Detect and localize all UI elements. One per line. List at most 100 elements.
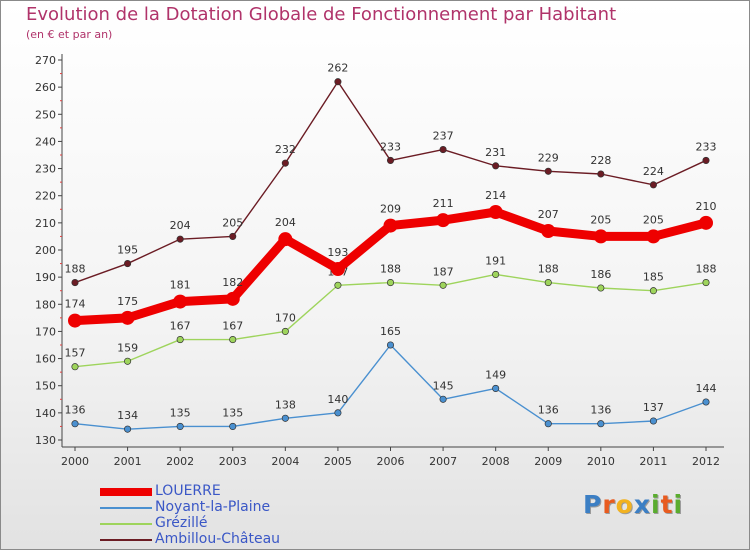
data-point-ambillou-chateau xyxy=(281,159,289,167)
data-point-ambillou-chateau xyxy=(71,279,79,287)
y-tick-label: 160 xyxy=(35,353,56,366)
x-tick-label: 2005 xyxy=(324,455,352,468)
data-label-louerre: 207 xyxy=(538,208,559,221)
data-point-grezille xyxy=(544,279,552,287)
data-label-ambillou-chateau: 232 xyxy=(275,143,296,156)
data-label-ambillou-chateau: 188 xyxy=(65,263,86,276)
data-point-louerre xyxy=(225,291,240,306)
data-label-ambillou-chateau: 233 xyxy=(696,140,717,153)
x-tick-label: 2008 xyxy=(482,455,510,468)
data-label-louerre: 205 xyxy=(643,213,664,226)
data-label-ambillou-chateau: 205 xyxy=(222,216,243,229)
data-point-ambillou-chateau xyxy=(439,146,447,154)
data-point-grezille xyxy=(386,279,395,287)
data-label-noyant-la-plaine: 136 xyxy=(65,404,86,417)
logo-letter: o xyxy=(615,490,634,519)
data-point-grezille xyxy=(649,287,657,295)
data-point-grezille xyxy=(702,279,710,287)
data-label-louerre: 214 xyxy=(485,189,506,202)
data-label-louerre: 211 xyxy=(433,197,454,210)
data-label-ambillou-chateau: 237 xyxy=(433,130,454,143)
legend-label-grezille: Grézillé xyxy=(155,515,208,531)
data-label-grezille: 157 xyxy=(65,347,86,360)
data-label-ambillou-chateau: 195 xyxy=(117,244,138,257)
y-tick-label: 180 xyxy=(35,298,56,311)
data-label-louerre: 209 xyxy=(380,203,401,216)
y-tick-label: 240 xyxy=(35,135,56,148)
data-label-noyant-la-plaine: 138 xyxy=(275,398,296,411)
data-point-noyant-la-plaine xyxy=(334,409,342,417)
data-point-noyant-la-plaine xyxy=(124,425,132,433)
y-tick-label: 140 xyxy=(35,407,56,420)
data-point-louerre xyxy=(383,218,398,233)
data-point-noyant-la-plaine xyxy=(71,420,79,428)
data-point-noyant-la-plaine xyxy=(176,422,184,430)
x-tick-label: 2000 xyxy=(61,455,89,468)
data-label-ambillou-chateau: 229 xyxy=(538,151,559,164)
data-label-ambillou-chateau: 231 xyxy=(485,146,506,159)
legend-label-ambillou-chateau: Ambillou-Château xyxy=(155,531,281,547)
data-point-noyant-la-plaine xyxy=(544,420,552,428)
y-tick-label: 200 xyxy=(35,244,56,257)
proxiti-logo: Proxiti xyxy=(583,490,683,519)
data-point-noyant-la-plaine xyxy=(597,420,605,428)
data-label-grezille: 159 xyxy=(117,341,138,354)
data-label-noyant-la-plaine: 165 xyxy=(380,325,401,338)
data-label-louerre: 174 xyxy=(65,298,86,311)
data-point-grezille xyxy=(281,327,289,335)
data-point-louerre xyxy=(488,205,503,219)
data-label-ambillou-chateau: 224 xyxy=(643,165,664,178)
legend-label-noyant-la-plaine: Noyant-la-Plaine xyxy=(155,499,271,515)
data-label-grezille: 170 xyxy=(275,311,296,324)
data-label-grezille: 191 xyxy=(485,254,506,267)
x-tick-label: 2011 xyxy=(639,455,667,468)
data-point-louerre xyxy=(330,262,345,276)
logo-letter: r xyxy=(602,490,616,519)
y-tick-label: 270 xyxy=(35,54,56,67)
data-point-noyant-la-plaine xyxy=(702,398,710,406)
y-tick-label: 260 xyxy=(35,81,56,94)
data-point-louerre xyxy=(699,215,713,230)
data-point-grezille xyxy=(492,270,500,278)
data-point-grezille xyxy=(597,284,605,292)
data-point-louerre xyxy=(593,229,608,244)
x-tick-label: 2010 xyxy=(587,455,615,468)
logo-letter: t xyxy=(660,490,674,519)
data-point-ambillou-chateau xyxy=(386,156,395,164)
data-label-noyant-la-plaine: 140 xyxy=(327,393,348,406)
data-label-louerre: 210 xyxy=(696,200,717,213)
x-tick-label: 2012 xyxy=(692,455,720,468)
logo-letter: i xyxy=(651,490,661,519)
data-label-noyant-la-plaine: 135 xyxy=(170,406,191,419)
data-label-grezille: 185 xyxy=(643,271,664,284)
data-label-ambillou-chateau: 204 xyxy=(170,219,191,232)
data-point-grezille xyxy=(334,281,342,289)
data-label-grezille: 167 xyxy=(222,320,243,333)
data-label-louerre: 182 xyxy=(222,276,243,289)
legend-swatch-ambillou-chateau xyxy=(100,539,152,541)
data-label-ambillou-chateau: 233 xyxy=(380,140,401,153)
logo-letter: x xyxy=(633,490,651,519)
data-point-louerre xyxy=(646,229,661,244)
data-point-louerre xyxy=(68,313,82,328)
data-label-noyant-la-plaine: 137 xyxy=(643,401,664,414)
data-point-ambillou-chateau xyxy=(597,170,605,178)
data-point-grezille xyxy=(71,363,79,371)
x-tick-label: 2002 xyxy=(166,455,194,468)
y-tick-label: 230 xyxy=(35,163,56,176)
data-label-grezille: 186 xyxy=(590,268,611,281)
data-point-noyant-la-plaine xyxy=(492,384,500,392)
data-point-louerre xyxy=(173,294,188,309)
legend-swatch-grezille xyxy=(100,523,152,525)
data-point-ambillou-chateau xyxy=(334,78,342,86)
chart-title: Evolution de la Dotation Globale de Fonc… xyxy=(26,4,617,25)
legend-swatch-noyant-la-plaine xyxy=(100,507,152,509)
data-point-noyant-la-plaine xyxy=(649,417,657,425)
x-tick-label: 2004 xyxy=(271,455,299,468)
data-point-louerre xyxy=(120,310,135,325)
chart-subtitle: (en € et par an) xyxy=(26,28,113,41)
data-point-ambillou-chateau xyxy=(544,167,552,175)
data-label-noyant-la-plaine: 149 xyxy=(485,368,506,381)
